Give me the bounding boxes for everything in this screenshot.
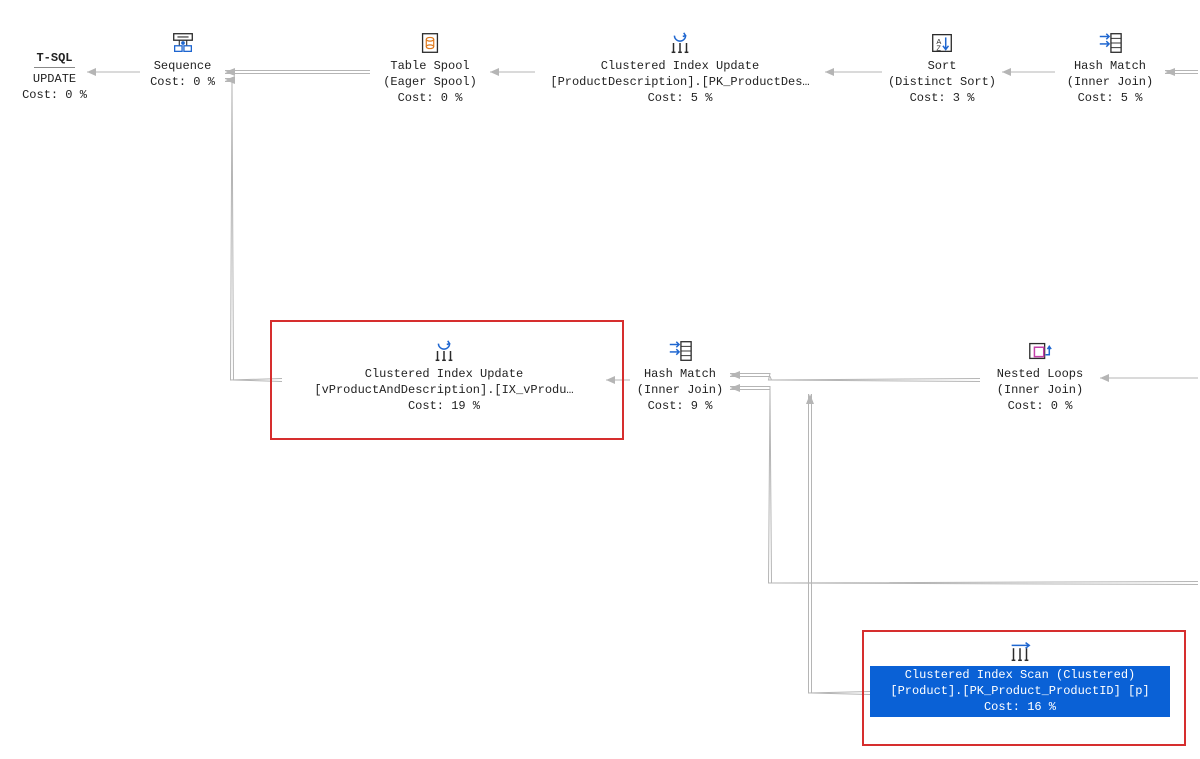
- node-line: (Eager Spool): [370, 74, 490, 90]
- node-line: Sequence: [140, 58, 225, 74]
- node-line: [vProductAndDescription].[IX_vProdu…: [282, 382, 606, 398]
- node-hash-match-mid[interactable]: Hash Match (Inner Join) Cost: 9 %: [630, 340, 730, 415]
- node-line: Clustered Index Scan (Clustered): [874, 667, 1166, 683]
- hash-match-icon: [1097, 32, 1123, 54]
- node-line: (Inner Join): [1055, 74, 1165, 90]
- node-line: Cost: 5 %: [535, 90, 825, 106]
- node-sequence[interactable]: Sequence Cost: 0 %: [140, 32, 225, 90]
- node-clustered-index-scan[interactable]: Clustered Index Scan (Clustered) [Produc…: [870, 640, 1170, 717]
- sequence-icon: [170, 32, 196, 54]
- node-line: Nested Loops: [980, 366, 1100, 382]
- hash-match-icon: [667, 340, 693, 362]
- node-line: Clustered Index Update: [535, 58, 825, 74]
- nested-loops-icon: [1027, 340, 1053, 362]
- node-line: Hash Match: [1055, 58, 1165, 74]
- execution-plan-canvas[interactable]: T-SQL UPDATE Cost: 0 % Sequence Cost: 0 …: [0, 0, 1200, 759]
- node-line: (Inner Join): [980, 382, 1100, 398]
- node-line: UPDATE: [22, 71, 87, 87]
- svg-text:Z: Z: [936, 43, 941, 52]
- node-table-spool[interactable]: Table Spool (Eager Spool) Cost: 0 %: [370, 32, 490, 107]
- node-line: Cost: 0 %: [22, 87, 87, 103]
- node-line: (Distinct Sort): [882, 74, 1002, 90]
- node-line: [ProductDescription].[PK_ProductDes…: [535, 74, 825, 90]
- node-clustered-index-update-mid[interactable]: Clustered Index Update [vProductAndDescr…: [282, 340, 606, 415]
- node-line: Cost: 0 %: [140, 74, 225, 90]
- node-line: Cost: 9 %: [630, 398, 730, 414]
- node-line: Clustered Index Update: [282, 366, 606, 382]
- node-hash-match-top[interactable]: Hash Match (Inner Join) Cost: 5 %: [1055, 32, 1165, 107]
- node-nested-loops[interactable]: Nested Loops (Inner Join) Cost: 0 %: [980, 340, 1100, 415]
- node-clustered-index-update-top[interactable]: Clustered Index Update [ProductDescripti…: [535, 32, 825, 107]
- node-tsql-update[interactable]: T-SQL UPDATE Cost: 0 %: [22, 50, 87, 104]
- tsql-label: T-SQL: [34, 50, 74, 68]
- clustered-index-update-icon: [667, 32, 693, 54]
- node-line: Cost: 0 %: [980, 398, 1100, 414]
- node-line: Cost: 0 %: [370, 90, 490, 106]
- sort-icon: A Z: [929, 32, 955, 54]
- node-line: [Product].[PK_Product_ProductID] [p]: [874, 683, 1166, 699]
- node-line: Cost: 3 %: [882, 90, 1002, 106]
- node-line: Cost: 16 %: [874, 699, 1166, 715]
- node-line: Cost: 19 %: [282, 398, 606, 414]
- table-spool-icon: [417, 32, 443, 54]
- node-sort[interactable]: A Z Sort (Distinct Sort) Cost: 3 %: [882, 32, 1002, 107]
- node-line: (Inner Join): [630, 382, 730, 398]
- node-line: Cost: 5 %: [1055, 90, 1165, 106]
- clustered-index-update-icon: [431, 340, 457, 362]
- node-line: Table Spool: [370, 58, 490, 74]
- node-line: Sort: [882, 58, 1002, 74]
- clustered-index-scan-icon: [1007, 640, 1033, 662]
- node-line: Hash Match: [630, 366, 730, 382]
